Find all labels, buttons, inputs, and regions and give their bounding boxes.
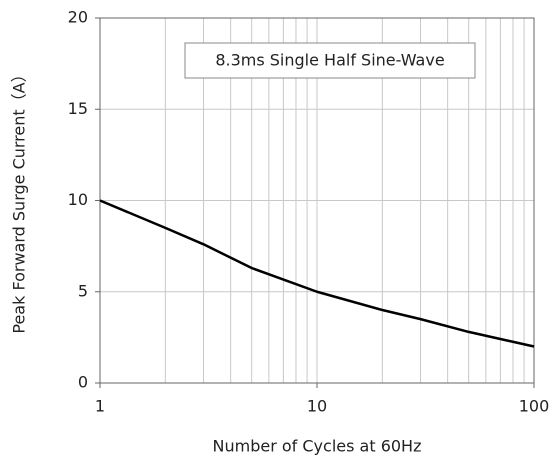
x-tick-label: 1 [95, 397, 105, 416]
y-tick-label: 10 [68, 190, 88, 209]
y-tick-label: 0 [78, 373, 88, 392]
x-tick-label: 100 [519, 397, 550, 416]
annotation-box [184, 42, 476, 79]
y-tick-label: 15 [68, 99, 88, 118]
x-tick-label: 10 [307, 397, 327, 416]
data-line [99, 199, 535, 348]
annotation: 8.3ms Single Half Sine-Wave [215, 51, 444, 70]
x-axis-label: Number of Cycles at 60Hz [213, 437, 422, 456]
y-tick-label: 20 [68, 8, 88, 27]
y-tick-label: 5 [78, 281, 88, 300]
y-axis-label: Peak Forward Surge Current（A） [10, 66, 29, 333]
